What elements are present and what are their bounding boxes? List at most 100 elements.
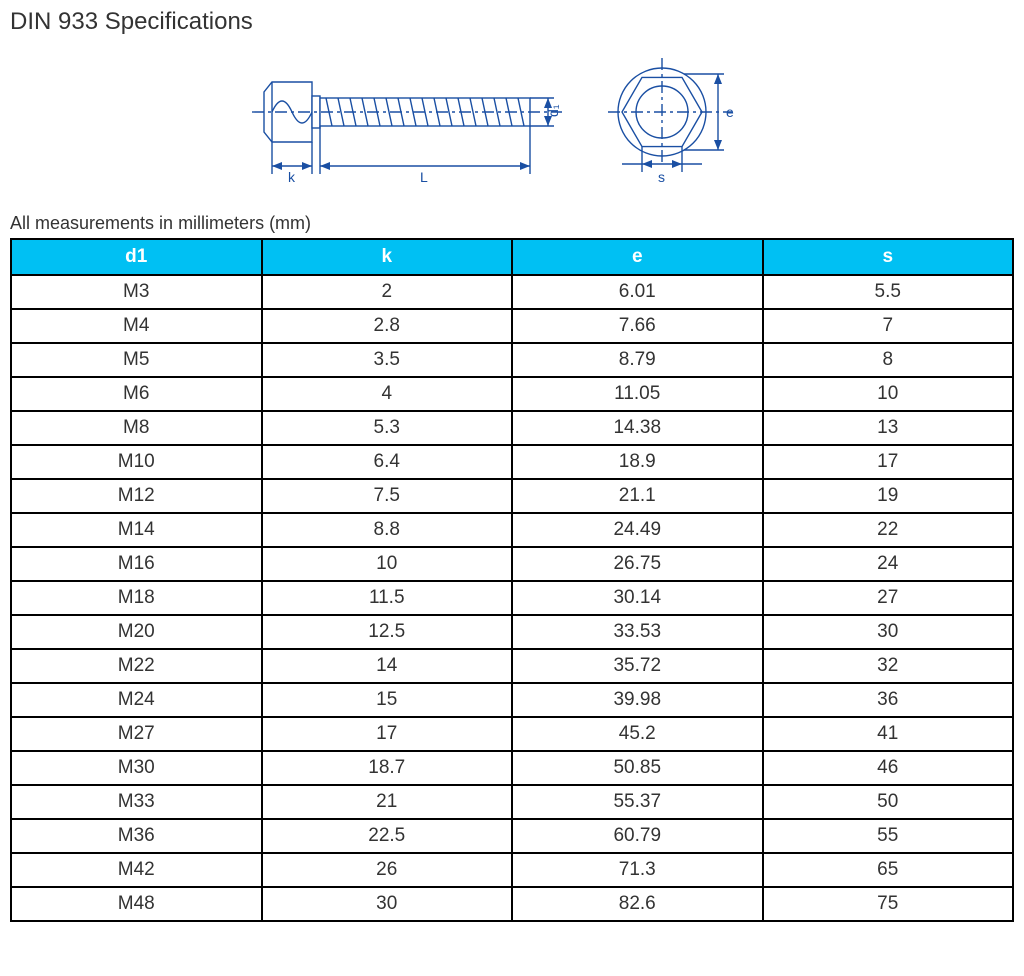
table-cell: M36 — [11, 819, 262, 853]
table-cell: 13 — [763, 411, 1014, 445]
dim-label-e: e — [726, 104, 734, 120]
table-cell: M22 — [11, 649, 262, 683]
table-row: M422671.365 — [11, 853, 1013, 887]
table-cell: 21 — [262, 785, 513, 819]
table-cell: 5.5 — [763, 275, 1014, 309]
page-title: DIN 933 Specifications — [10, 8, 1014, 36]
table-cell: M48 — [11, 887, 262, 921]
table-cell: M8 — [11, 411, 262, 445]
table-row: M85.314.3813 — [11, 411, 1013, 445]
table-cell: M42 — [11, 853, 262, 887]
table-cell: M16 — [11, 547, 262, 581]
table-cell: 71.3 — [512, 853, 763, 887]
table-cell: 8 — [763, 343, 1014, 377]
col-header-e: e — [512, 239, 763, 275]
table-row: M127.521.119 — [11, 479, 1013, 513]
dim-label-L: L — [420, 169, 428, 185]
table-cell: M14 — [11, 513, 262, 547]
table-cell: M4 — [11, 309, 262, 343]
table-cell: 11.5 — [262, 581, 513, 615]
table-cell: 10 — [763, 377, 1014, 411]
table-cell: 19 — [763, 479, 1014, 513]
table-row: M241539.9836 — [11, 683, 1013, 717]
table-row: M53.58.798 — [11, 343, 1013, 377]
table-cell: 7.5 — [262, 479, 513, 513]
dim-label-k: k — [288, 169, 296, 185]
table-cell: M30 — [11, 751, 262, 785]
table-cell: M20 — [11, 615, 262, 649]
table-cell: 55.37 — [512, 785, 763, 819]
table-cell: M18 — [11, 581, 262, 615]
dim-label-s: s — [658, 169, 665, 185]
dim-label-d1: d₁ — [545, 104, 561, 117]
table-cell: 17 — [262, 717, 513, 751]
table-cell: 65 — [763, 853, 1014, 887]
table-cell: 36 — [763, 683, 1014, 717]
table-cell: 11.05 — [512, 377, 763, 411]
table-cell: M3 — [11, 275, 262, 309]
table-cell: 4 — [262, 377, 513, 411]
table-row: M42.87.667 — [11, 309, 1013, 343]
table-cell: 14 — [262, 649, 513, 683]
table-cell: 75 — [763, 887, 1014, 921]
table-cell: 35.72 — [512, 649, 763, 683]
table-cell: 6.01 — [512, 275, 763, 309]
table-cell: M24 — [11, 683, 262, 717]
table-cell: 7 — [763, 309, 1014, 343]
table-row: M3622.560.7955 — [11, 819, 1013, 853]
table-row: M483082.675 — [11, 887, 1013, 921]
table-row: M161026.7524 — [11, 547, 1013, 581]
table-cell: 2.8 — [262, 309, 513, 343]
bolt-diagram: d₁ k L e s — [10, 42, 1014, 207]
table-cell: 10 — [262, 547, 513, 581]
table-row: M221435.7232 — [11, 649, 1013, 683]
table-cell: 12.5 — [262, 615, 513, 649]
table-cell: 45.2 — [512, 717, 763, 751]
subtitle: All measurements in millimeters (mm) — [10, 213, 1014, 234]
table-cell: 2 — [262, 275, 513, 309]
table-cell: 18.9 — [512, 445, 763, 479]
table-cell: 8.8 — [262, 513, 513, 547]
table-cell: 6.4 — [262, 445, 513, 479]
table-cell: 5.3 — [262, 411, 513, 445]
table-cell: 26 — [262, 853, 513, 887]
table-cell: 26.75 — [512, 547, 763, 581]
table-cell: 41 — [763, 717, 1014, 751]
table-cell: 17 — [763, 445, 1014, 479]
spec-table: d1 k e s M326.015.5M42.87.667M53.58.798M… — [10, 238, 1014, 922]
table-cell: 8.79 — [512, 343, 763, 377]
table-row: M3018.750.8546 — [11, 751, 1013, 785]
table-cell: M5 — [11, 343, 262, 377]
table-row: M2012.533.5330 — [11, 615, 1013, 649]
table-cell: 33.53 — [512, 615, 763, 649]
table-cell: 27 — [763, 581, 1014, 615]
table-row: M106.418.917 — [11, 445, 1013, 479]
col-header-d1: d1 — [11, 239, 262, 275]
table-cell: M33 — [11, 785, 262, 819]
table-header-row: d1 k e s — [11, 239, 1013, 275]
table-row: M1811.530.1427 — [11, 581, 1013, 615]
table-cell: 15 — [262, 683, 513, 717]
table-cell: 30 — [262, 887, 513, 921]
table-cell: 30.14 — [512, 581, 763, 615]
table-cell: 50.85 — [512, 751, 763, 785]
table-cell: 55 — [763, 819, 1014, 853]
table-cell: 32 — [763, 649, 1014, 683]
col-header-k: k — [262, 239, 513, 275]
table-cell: M10 — [11, 445, 262, 479]
table-cell: 22.5 — [262, 819, 513, 853]
table-cell: M6 — [11, 377, 262, 411]
table-cell: 21.1 — [512, 479, 763, 513]
table-row: M332155.3750 — [11, 785, 1013, 819]
table-row: M6411.0510 — [11, 377, 1013, 411]
table-row: M148.824.4922 — [11, 513, 1013, 547]
table-cell: 50 — [763, 785, 1014, 819]
col-header-s: s — [763, 239, 1014, 275]
table-cell: 30 — [763, 615, 1014, 649]
table-cell: M12 — [11, 479, 262, 513]
table-cell: 82.6 — [512, 887, 763, 921]
table-cell: 14.38 — [512, 411, 763, 445]
table-cell: 24 — [763, 547, 1014, 581]
table-row: M271745.241 — [11, 717, 1013, 751]
table-cell: 22 — [763, 513, 1014, 547]
